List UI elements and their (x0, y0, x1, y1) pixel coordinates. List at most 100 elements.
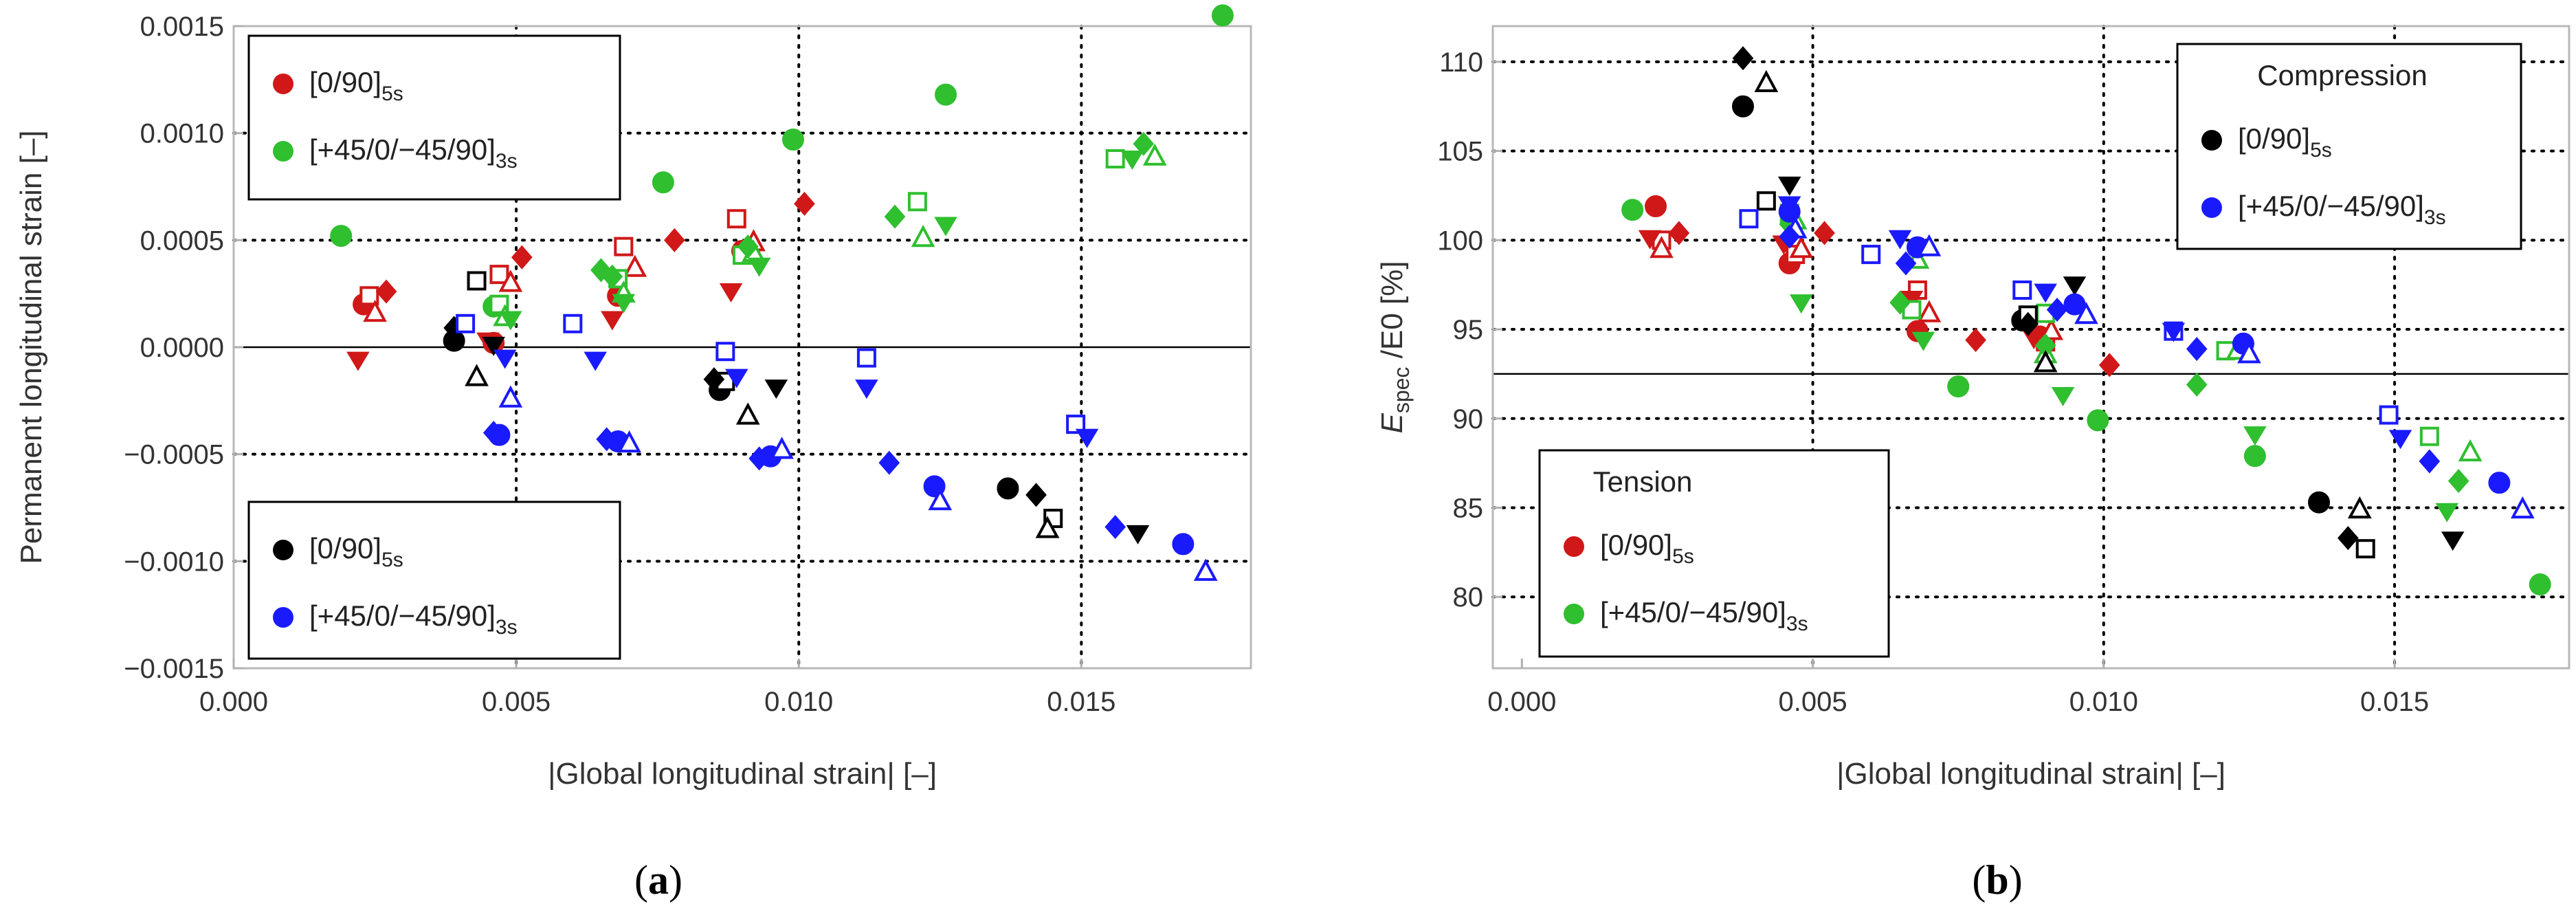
data-point (719, 283, 743, 302)
data-point (2435, 503, 2459, 522)
data-point (934, 217, 957, 236)
series-black (443, 271, 1150, 544)
y-tick-label: 100 (1437, 226, 1483, 256)
data-point (1105, 149, 1125, 169)
data-point (2355, 539, 2375, 559)
data-point (735, 402, 760, 425)
data-point (467, 271, 487, 291)
data-point (2441, 531, 2465, 551)
data-point (1814, 221, 1835, 245)
data-point (1756, 191, 1776, 211)
svg-text:(a): (a) (634, 857, 682, 903)
x-axis-label: |Global longitudinal strain| [–] (548, 757, 937, 791)
legend-box (247, 34, 621, 201)
y-tick-label: 105 (1437, 137, 1483, 167)
x-tick-label: 0.005 (1779, 687, 1847, 717)
data-point (794, 191, 815, 216)
data-point (2419, 449, 2441, 474)
data-point (482, 336, 505, 356)
data-point (1193, 558, 1218, 581)
panel-b-letter: b (1986, 857, 2008, 903)
legend-label: [0/90]5s (309, 532, 403, 571)
legend-label: [+45/0/−45/90]3s (309, 133, 518, 173)
y-tick-label: 95 (1453, 315, 1484, 345)
legend-bottom-left: [0/90]5s [+45/0/−45/90]3s (247, 500, 621, 660)
legend-bottom-left: Tension [0/90]5s [+45/0/−45/90]3s (1538, 449, 1890, 658)
data-point (1779, 224, 1801, 249)
plot-frame (1491, 25, 2571, 670)
data-point (498, 385, 523, 408)
data-point (456, 314, 476, 333)
data-point (2087, 409, 2109, 432)
legend-marker (273, 74, 293, 94)
y-tick-label: 110 (1439, 47, 1483, 78)
legend-label: [0/90]5s (1600, 529, 1694, 568)
data-point (2162, 322, 2186, 342)
data-point (1777, 176, 1801, 196)
legend-title: Tension (1593, 465, 1693, 498)
legend-marker (273, 540, 293, 560)
data-point (1075, 428, 1099, 448)
data-point (623, 254, 647, 277)
series-green (330, 4, 1234, 331)
data-point (1739, 209, 1759, 229)
legend-marker (1564, 604, 1584, 624)
data-point (2063, 276, 2087, 296)
data-point (748, 446, 770, 471)
data-point (703, 367, 725, 392)
data-point (1917, 300, 1942, 322)
data-point (1025, 483, 1047, 507)
legend-label: [+45/0/−45/90]3s (2238, 190, 2446, 229)
data-point (584, 351, 607, 371)
y-tick-label: −0.0015 (124, 654, 224, 684)
data-point (1104, 515, 1126, 540)
data-point (2012, 280, 2032, 300)
data-point (856, 348, 876, 368)
y-tick-label: −0.0005 (124, 440, 224, 470)
data-point (884, 204, 906, 229)
legend-title: Compression (2257, 59, 2427, 91)
data-point (928, 487, 953, 511)
data-point (2237, 341, 2261, 364)
data-point (614, 236, 634, 256)
data-point (1965, 328, 1986, 353)
data-point (498, 270, 523, 292)
data-point (2034, 283, 2057, 303)
chart-a: 0.000 0.005 0.010 0.015 −0.0015 −0.0010 −0.000… (14, 4, 1252, 791)
data-point (855, 380, 878, 399)
data-point (664, 228, 685, 252)
data-point (2488, 472, 2511, 494)
data-point (737, 234, 759, 259)
data-point (617, 430, 641, 453)
data-point (725, 368, 748, 388)
y-tick-label: 80 (1453, 582, 1484, 613)
data-point (465, 364, 489, 386)
data-point (770, 437, 794, 459)
legend-label: [0/90]5s (309, 66, 403, 105)
data-point (935, 83, 957, 106)
data-point (2243, 445, 2266, 468)
data-point (764, 380, 788, 399)
x-axis-label: |Global longitudinal strain| [–] (1836, 757, 2225, 791)
data-point (2379, 405, 2399, 425)
y-axis-label: Permanent longitudinal strain [–] (14, 130, 48, 564)
data-point (1172, 533, 1195, 556)
legend-box (2176, 43, 2522, 250)
data-point (747, 257, 771, 277)
legend-box (247, 500, 621, 660)
data-point (493, 349, 517, 369)
x-tick-label: 0.000 (1487, 687, 1556, 717)
data-point (1650, 236, 1674, 258)
data-point (1621, 199, 1644, 221)
data-point (2186, 372, 2208, 397)
legend-top-right: Compression [0/90]5s [+45/0/−45/90]3s (2176, 43, 2522, 250)
data-point (2419, 426, 2439, 446)
data-point (1911, 331, 1935, 351)
y-axis-label: Espec /E0 [%] (1375, 261, 1414, 433)
y-tick-label: 85 (1453, 494, 1484, 524)
data-point (2051, 387, 2075, 406)
y-tick-label: 90 (1453, 404, 1484, 434)
y-tick-label: 0.0000 (140, 333, 224, 363)
data-point (2186, 337, 2208, 362)
